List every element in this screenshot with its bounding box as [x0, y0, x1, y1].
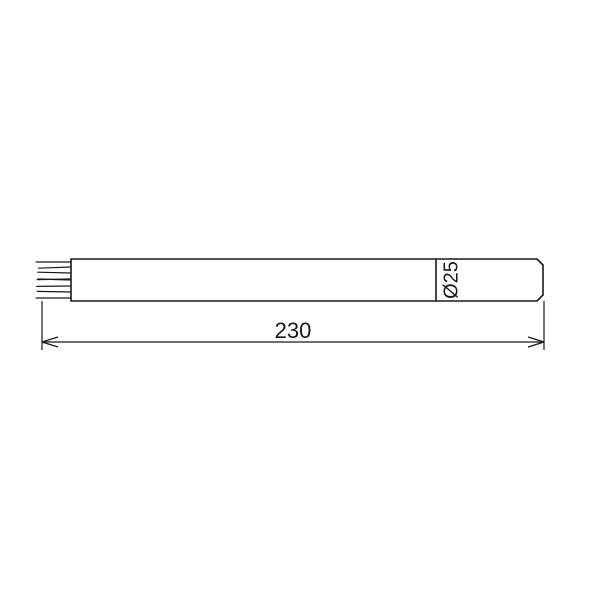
tube-body	[71, 259, 543, 301]
diameter-annotation: Ø25	[440, 261, 462, 299]
drawing-canvas: Ø25 230	[0, 0, 600, 600]
bristles	[36, 262, 71, 298]
length-dimension: 230	[42, 301, 544, 350]
diameter-label: Ø25	[440, 261, 462, 299]
length-dimension-label: 230	[275, 318, 312, 343]
